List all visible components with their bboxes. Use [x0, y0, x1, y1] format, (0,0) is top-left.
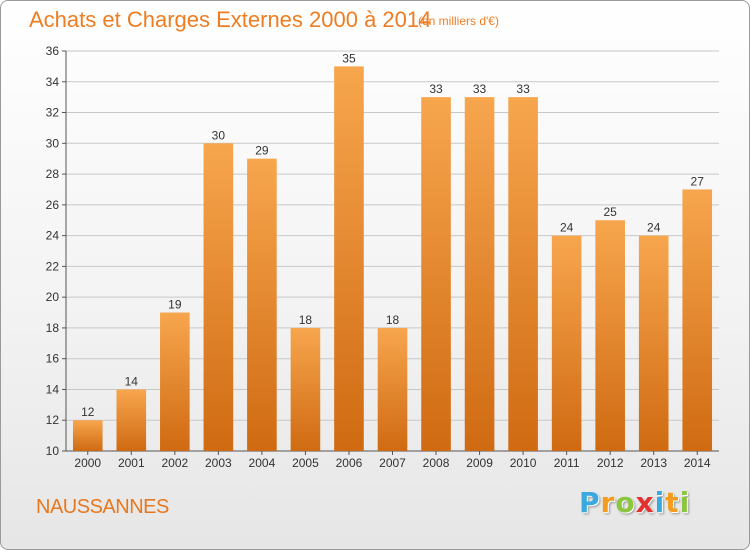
- y-tick-label: 20: [46, 290, 60, 304]
- bar: [160, 312, 190, 451]
- x-tick-label: 2003: [205, 456, 232, 470]
- y-tick-label: 18: [46, 321, 60, 335]
- x-tick-label: 2009: [466, 456, 493, 470]
- bar-value-label: 35: [342, 51, 356, 65]
- bar: [247, 158, 277, 451]
- bar-value-label: 27: [691, 174, 705, 188]
- bar-value-label: 29: [255, 144, 269, 158]
- chart-title: Achats et Charges Externes 2000 à 2014: [29, 7, 432, 32]
- bar: [464, 97, 495, 452]
- x-tick-label: 2013: [640, 456, 667, 470]
- x-tick-label: 2014: [684, 456, 711, 470]
- bar: [551, 235, 582, 451]
- bar: [682, 189, 713, 451]
- bar: [638, 235, 669, 451]
- bar-value-label: 18: [386, 313, 400, 327]
- logo-letter: r: [600, 486, 616, 519]
- x-tick-label: 2008: [423, 456, 450, 470]
- bar: [595, 220, 625, 451]
- x-tick-label: 2005: [292, 456, 319, 470]
- bar: [203, 143, 234, 452]
- bar: [72, 420, 103, 451]
- y-tick-label: 10: [46, 444, 60, 458]
- logo-letter: t: [665, 486, 680, 519]
- y-tick-label: 14: [46, 382, 60, 396]
- x-tick-label: 2006: [336, 456, 363, 470]
- x-tick-label: 2004: [249, 456, 276, 470]
- bar: [508, 97, 538, 452]
- bar-value-label: 33: [473, 82, 487, 96]
- bar-value-label: 33: [429, 82, 443, 96]
- bar-value-label: 18: [299, 313, 313, 327]
- logo-letter: o: [615, 486, 636, 519]
- y-tick-label: 24: [46, 229, 60, 243]
- x-tick-label: 2001: [118, 456, 145, 470]
- bar-value-label: 25: [603, 205, 617, 219]
- x-tick-label: 2010: [510, 456, 537, 470]
- x-tick-label: 2012: [597, 456, 624, 470]
- y-tick-label: 32: [46, 106, 60, 120]
- logo-letter: i: [654, 486, 666, 519]
- logo-letter: i: [679, 486, 691, 519]
- place-name: NAUSSANNES: [36, 496, 169, 518]
- y-tick-label: 12: [46, 413, 60, 427]
- bar: [116, 389, 147, 451]
- x-tick-label: 2000: [74, 456, 101, 470]
- y-tick-label: 34: [46, 75, 60, 89]
- logo-letter: x: [635, 486, 655, 519]
- y-tick-label: 30: [46, 136, 60, 150]
- bar-value-label: 24: [560, 221, 574, 235]
- bar-value-label: 33: [516, 82, 530, 96]
- bar: [290, 327, 321, 451]
- y-tick-label: 26: [46, 198, 60, 212]
- x-tick-label: 2007: [379, 456, 406, 470]
- logo-letter: P: [579, 486, 601, 519]
- y-tick-label: 28: [46, 167, 60, 181]
- x-tick-label: 2011: [554, 456, 580, 470]
- proxiti-logo: Proxiti: [579, 486, 690, 519]
- y-tick-label: 22: [46, 259, 60, 273]
- bar-value-label: 19: [168, 298, 182, 312]
- y-tick-label: 16: [46, 352, 60, 366]
- bar: [421, 97, 451, 452]
- bar-value-label: 14: [125, 374, 139, 388]
- x-tick-label: 2002: [161, 456, 188, 470]
- bar-value-label: 24: [647, 221, 661, 235]
- bar-value-label: 30: [212, 128, 226, 142]
- bar-value-label: 12: [81, 405, 95, 419]
- y-tick-label: 36: [46, 44, 60, 58]
- bar: [334, 66, 364, 451]
- bar: [377, 327, 408, 451]
- chart-subtitle: (en milliers d'€): [418, 14, 499, 28]
